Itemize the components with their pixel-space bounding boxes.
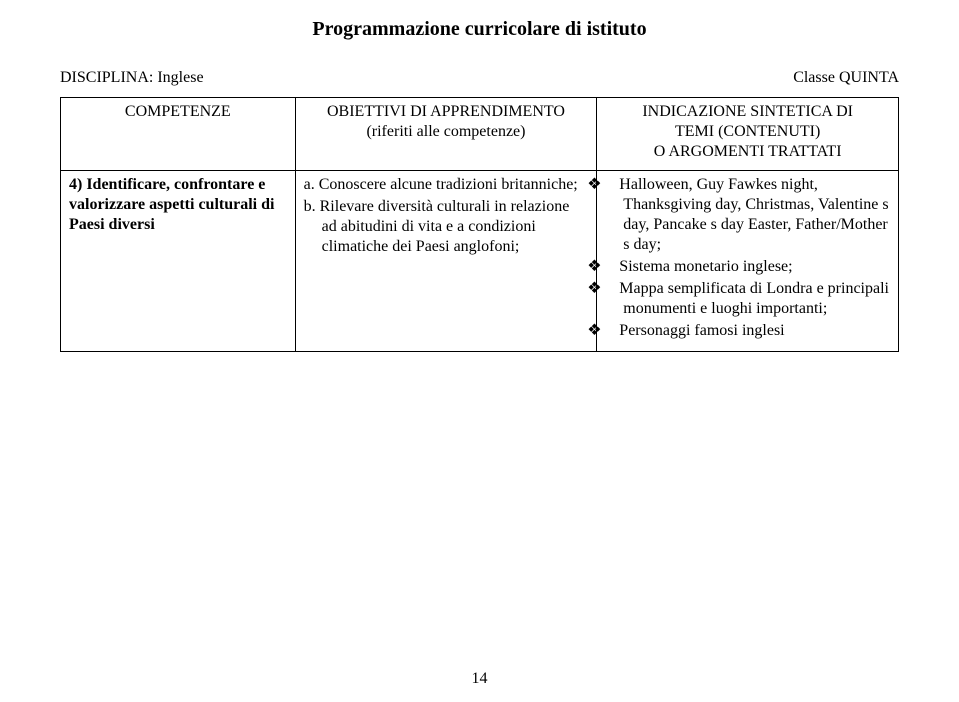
header-indicazione: INDICAZIONE SINTETICA DI TEMI (CONTENUTI… xyxy=(597,98,899,171)
class-label: Classe QUINTA xyxy=(793,69,899,87)
header-indicazione-line3: O ARGOMENTI TRATTATI xyxy=(654,143,842,160)
indicazione-list: ❖Halloween, Guy Fawkes night, Thanksgivi… xyxy=(605,175,890,341)
list-item-text: Personaggi famosi inglesi xyxy=(619,322,784,339)
cell-competenze: 4) Identificare, confrontare e valorizza… xyxy=(61,171,296,352)
diamond-icon: ❖ xyxy=(605,321,619,341)
diamond-icon: ❖ xyxy=(605,257,619,277)
list-item: ❖Halloween, Guy Fawkes night, Thanksgivi… xyxy=(623,175,890,255)
list-item-text: Mappa semplificata di Londra e principal… xyxy=(619,280,889,317)
list-item: a. Conoscere alcune tradizioni britannic… xyxy=(322,175,589,195)
meta-row: DISCIPLINA: Inglese Classe QUINTA xyxy=(60,69,899,87)
diamond-icon: ❖ xyxy=(605,279,619,299)
list-item: ❖Sistema monetario inglese; xyxy=(623,257,890,277)
list-item: b. Rilevare diversità culturali in relaz… xyxy=(322,197,589,257)
page-title: Programmazione curricolare di istituto xyxy=(60,18,899,41)
table-header-row: COMPETENZE OBIETTIVI DI APPRENDIMENTO (r… xyxy=(61,98,899,171)
list-item-text: Halloween, Guy Fawkes night, Thanksgivin… xyxy=(619,176,888,253)
cell-obiettivi: a. Conoscere alcune tradizioni britannic… xyxy=(295,171,597,352)
diamond-icon: ❖ xyxy=(605,175,619,195)
page-number: 14 xyxy=(0,670,959,688)
header-competenze: COMPETENZE xyxy=(61,98,296,171)
table-row: 4) Identificare, confrontare e valorizza… xyxy=(61,171,899,352)
header-obiettivi: OBIETTIVI DI APPRENDIMENTO (riferiti all… xyxy=(295,98,597,171)
header-obiettivi-line1: OBIETTIVI DI APPRENDIMENTO xyxy=(327,103,565,120)
cell-indicazione: ❖Halloween, Guy Fawkes night, Thanksgivi… xyxy=(597,171,899,352)
list-item: ❖Personaggi famosi inglesi xyxy=(623,321,890,341)
list-item-text: Sistema monetario inglese; xyxy=(619,258,792,275)
header-indicazione-line1: INDICAZIONE SINTETICA DI xyxy=(642,103,853,120)
page: Programmazione curricolare di istituto D… xyxy=(0,0,959,702)
curriculum-table: COMPETENZE OBIETTIVI DI APPRENDIMENTO (r… xyxy=(60,97,899,352)
header-indicazione-line2: TEMI (CONTENUTI) xyxy=(675,123,820,140)
discipline-label: DISCIPLINA: Inglese xyxy=(60,69,204,87)
header-obiettivi-line2: (riferiti alle competenze) xyxy=(366,123,525,140)
list-item: ❖Mappa semplificata di Londra e principa… xyxy=(623,279,890,319)
obiettivi-list: a. Conoscere alcune tradizioni britannic… xyxy=(304,175,589,257)
